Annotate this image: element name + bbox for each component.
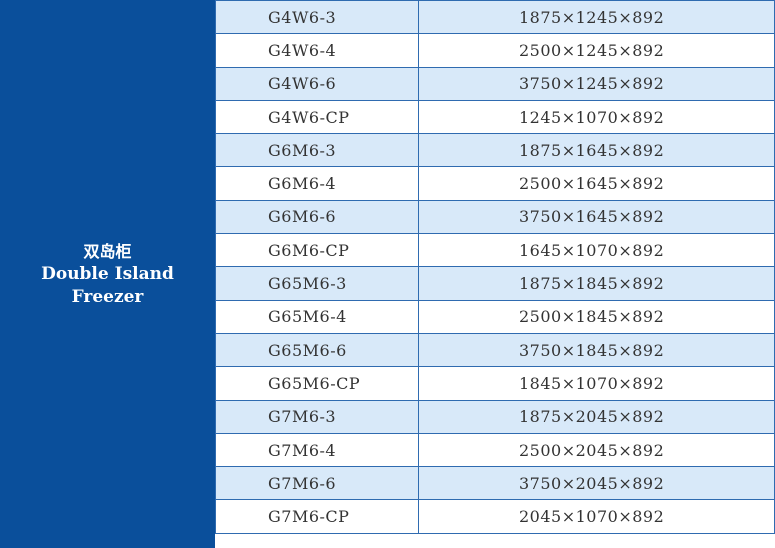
table-row: G65M6-6 3750×1845×892 <box>215 332 775 368</box>
model-cell: G7M6-CP <box>215 499 419 534</box>
category-en-1: Double Island <box>41 263 174 284</box>
model-cell: G65M6-4 <box>215 299 419 334</box>
dimensions-cell: 3750×2045×892 <box>418 466 775 501</box>
dimensions-cell: 2500×1845×892 <box>418 299 775 334</box>
table-row: G4W6-6 3750×1245×892 <box>215 66 775 101</box>
table-row: G7M6-4 2500×2045×892 <box>215 432 775 468</box>
dimensions-cell: 1875×1245×892 <box>418 0 775 35</box>
model-cell: G6M6-CP <box>215 233 419 268</box>
table-row: G65M6-3 1875×1845×892 <box>215 266 775 301</box>
dimensions-cell: 1875×2045×892 <box>418 399 775 434</box>
table-row: G65M6-4 2500×1845×892 <box>215 299 775 334</box>
category-cell: 双岛柜 Double Island Freezer <box>0 0 215 548</box>
category-en-2: Freezer <box>71 286 144 307</box>
model-cell: G4W6-6 <box>215 66 419 101</box>
dimensions-cell: 2500×2045×892 <box>418 432 775 468</box>
model-cell: G7M6-4 <box>215 432 419 468</box>
table-row: G65M6-CP 1845×1070×892 <box>215 366 775 401</box>
dimensions-cell: 1645×1070×892 <box>418 233 775 268</box>
model-cell: G4W6-CP <box>215 99 419 135</box>
model-cell: G6M6-4 <box>215 166 419 201</box>
model-cell: G6M6-3 <box>215 133 419 168</box>
dimensions-cell: 3750×1845×892 <box>418 332 775 368</box>
dimensions-cell: 2500×1245×892 <box>418 33 775 68</box>
model-cell: G6M6-6 <box>215 199 419 235</box>
table-row: G6M6-4 2500×1645×892 <box>215 166 775 201</box>
table-row: G7M6-CP 2045×1070×892 <box>215 499 775 534</box>
dimensions-cell: 1845×1070×892 <box>418 366 775 401</box>
table-row: G7M6-3 1875×2045×892 <box>215 399 775 434</box>
dimensions-cell: 3750×1245×892 <box>418 66 775 101</box>
table-row: G6M6-3 1875×1645×892 <box>215 133 775 168</box>
model-cell: G7M6-6 <box>215 466 419 501</box>
model-cell: G65M6-3 <box>215 266 419 301</box>
dimensions-cell: 3750×1645×892 <box>418 199 775 235</box>
dimensions-cell: 1245×1070×892 <box>418 99 775 135</box>
model-cell: G65M6-CP <box>215 366 419 401</box>
model-table: G4W6-3 1875×1245×892 G4W6-4 2500×1245×892 G4… <box>215 0 775 534</box>
model-cell: G7M6-3 <box>215 399 419 434</box>
dimensions-cell: 1875×1645×892 <box>418 133 775 168</box>
category-cn: 双岛柜 <box>83 241 132 261</box>
model-cell: G65M6-6 <box>215 332 419 368</box>
table-row: G4W6-CP 1245×1070×892 <box>215 99 775 135</box>
model-cell: G4W6-4 <box>215 33 419 68</box>
table-row: G4W6-3 1875×1245×892 <box>215 0 775 35</box>
table-row: G6M6-6 3750×1645×892 <box>215 199 775 235</box>
dimensions-cell: 2500×1645×892 <box>418 166 775 201</box>
dimensions-cell: 2045×1070×892 <box>418 499 775 534</box>
table-row: G6M6-CP 1645×1070×892 <box>215 233 775 268</box>
table-row: G7M6-6 3750×2045×892 <box>215 466 775 501</box>
model-cell: G4W6-3 <box>215 0 419 35</box>
dimensions-cell: 1875×1845×892 <box>418 266 775 301</box>
table-row: G4W6-4 2500×1245×892 <box>215 33 775 68</box>
